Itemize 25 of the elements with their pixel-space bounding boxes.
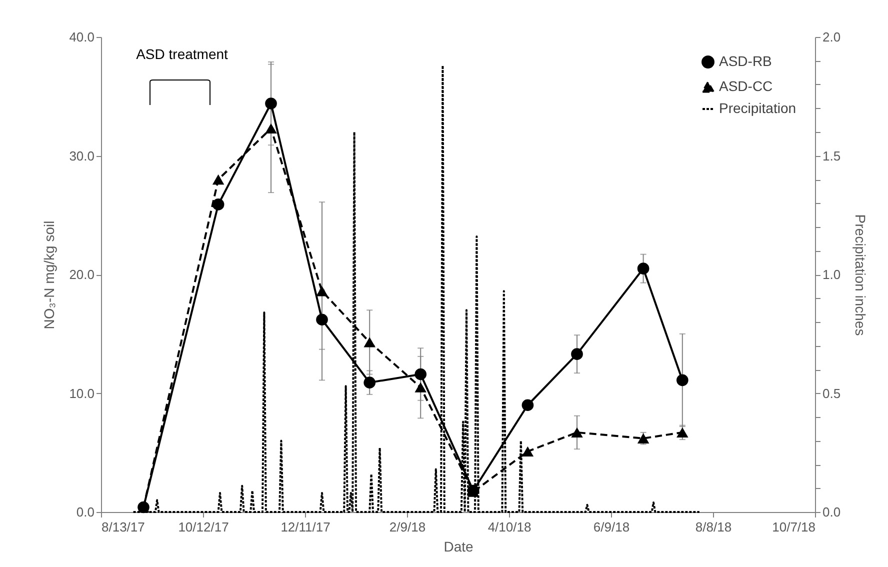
- y2-tick-label: 1.0: [822, 267, 841, 282]
- y2-axis-title: Precipitation inches: [852, 214, 869, 336]
- y2-tick-label: 0.0: [822, 504, 841, 520]
- y-tick-label: 40.0: [69, 30, 94, 44]
- legend-label: ASD-RB: [719, 53, 772, 69]
- y-axis-title: NO₃-N mg/kg soil: [41, 220, 58, 330]
- x-axis-title: Date: [444, 538, 474, 554]
- y-tick-label: 20.0: [69, 267, 94, 282]
- y-tick-label: 0.0: [76, 504, 94, 520]
- legend-label: Precipitation: [719, 100, 796, 116]
- annotation: ASD treatment: [136, 46, 228, 62]
- y2-tick-label: 0.5: [822, 386, 841, 401]
- y2-tick-label: 2.0: [822, 30, 841, 44]
- x-tick-label: 10/12/17: [178, 520, 229, 534]
- x-tick-label: 12/11/17: [280, 520, 330, 534]
- y-tick-label: 10.0: [69, 386, 94, 401]
- x-tick-label: 6/9/18: [593, 520, 630, 534]
- x-tick-label: 8/8/18: [695, 520, 732, 534]
- x-tick-label: 4/10/18: [488, 520, 532, 534]
- x-tick-label: 10/7/18: [772, 520, 816, 534]
- legend-label: ASD-CC: [719, 78, 773, 94]
- y2-tick-label: 1.5: [822, 148, 841, 164]
- x-tick-label: 2/9/18: [389, 520, 426, 534]
- y-tick-label: 30.0: [69, 148, 94, 164]
- x-tick-label: 8/13/17: [102, 520, 145, 534]
